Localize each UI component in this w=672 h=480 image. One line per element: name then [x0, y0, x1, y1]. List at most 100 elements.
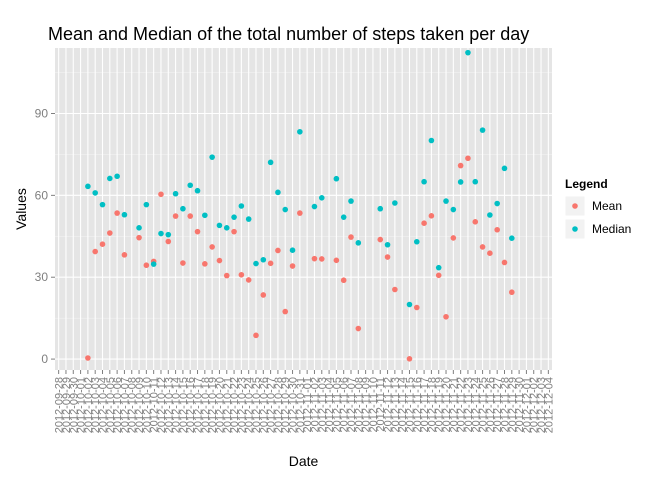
x-tick-label: 2012-10-08 [127, 377, 139, 433]
point-mean [121, 252, 128, 258]
x-tick-label: 2012-11-10 [368, 377, 380, 432]
point-median [297, 128, 303, 135]
point-mean [158, 191, 164, 198]
point-mean [99, 241, 106, 248]
point-median [216, 222, 223, 229]
x-tick-label: 2012-09-29 [61, 377, 73, 433]
x-tick-label: 2012-11-26 [485, 377, 497, 432]
x-tick-label: 2012-10-28 [273, 377, 285, 433]
point-mean [392, 286, 398, 293]
point-mean [465, 155, 471, 162]
point-mean [501, 259, 508, 266]
x-tick-label: 2012-10-04 [98, 377, 110, 433]
point-mean [311, 255, 318, 262]
point-mean [231, 228, 237, 235]
point-mean [479, 244, 486, 250]
y-axis: 0 30 60 90 [35, 106, 55, 366]
point-median [85, 183, 91, 190]
point-median [92, 190, 98, 196]
point-median [479, 127, 486, 133]
legend-title: Legend [565, 177, 608, 191]
x-tick-label: 2012-10-23 [236, 377, 248, 433]
x-tick-label: 2012-10-01 [76, 377, 88, 433]
point-median [318, 195, 325, 201]
point-median [406, 301, 413, 308]
point-mean [165, 238, 172, 245]
point-median [494, 200, 500, 207]
point-median [194, 187, 201, 194]
x-tick-label: 2012-12-03 [536, 377, 548, 433]
point-mean [472, 219, 479, 225]
point-median [245, 216, 252, 222]
point-mean [377, 236, 384, 243]
y-tick-label: 60 [35, 188, 49, 202]
point-mean [216, 257, 223, 264]
x-tick-label: 2012-11-17 [419, 377, 431, 432]
legend: Legend Mean Median [564, 177, 631, 240]
point-median [143, 201, 150, 208]
legend-marker-median [572, 226, 578, 232]
point-mean [428, 213, 435, 219]
point-median [450, 206, 457, 213]
x-tick-label: 2012-11-03 [317, 377, 329, 432]
point-mean [340, 277, 347, 284]
data-points [85, 49, 515, 362]
point-mean [275, 247, 281, 254]
x-tick-label: 2012-11-11 [375, 377, 387, 432]
x-tick-label: 2012-12-01 [521, 377, 533, 433]
x-tick-label: 2012-11-21 [448, 377, 460, 432]
point-mean [107, 230, 113, 236]
x-tick-label: 2012-11-29 [507, 377, 519, 432]
point-median [136, 225, 142, 231]
point-mean [194, 228, 201, 235]
point-median [202, 212, 208, 219]
point-median [180, 205, 186, 212]
x-tick-label: 2012-11-15 [404, 377, 416, 432]
point-mean [355, 325, 362, 332]
point-mean [289, 263, 296, 269]
point-mean [487, 250, 493, 257]
x-tick-label: 2012-10-15 [178, 377, 190, 433]
x-tick-label: 2012-10-13 [163, 377, 175, 433]
point-mean [267, 260, 274, 267]
point-median [223, 225, 230, 231]
y-axis-title: Values [13, 188, 29, 230]
x-tick-label: 2012-11-14 [397, 377, 409, 432]
x-tick-label: 2012-11-24 [470, 377, 482, 432]
x-tick-label: 2012-10-27 [266, 377, 278, 433]
y-tick-label: 30 [35, 270, 49, 284]
point-median [377, 205, 384, 212]
x-tick-label: 2012-11-27 [492, 377, 504, 432]
point-median [435, 264, 442, 271]
point-mean [318, 256, 325, 262]
x-tick-label: 2012-11-02 [309, 377, 321, 432]
point-mean [413, 304, 420, 311]
y-tick-label: 90 [35, 106, 49, 120]
point-median [457, 179, 464, 185]
point-mean [209, 244, 215, 250]
point-median [289, 247, 296, 254]
x-axis: 2012-09-282012-09-292012-09-302012-10-01… [54, 370, 555, 433]
point-median [421, 178, 427, 185]
x-axis-title: Date [289, 453, 319, 469]
x-tick-label: 2012-11-18 [426, 377, 438, 432]
point-mean [450, 235, 457, 241]
x-tick-label: 2012-11-25 [478, 377, 490, 432]
x-tick-label: 2012-10-19 [207, 377, 219, 433]
plot-panel [55, 48, 552, 370]
point-mean [114, 210, 120, 216]
x-tick-label: 2012-10-10 [141, 377, 153, 433]
y-tick-label: 0 [41, 352, 48, 366]
x-tick-label: 2012-10-31 [295, 377, 307, 433]
point-median [282, 206, 289, 213]
point-mean [245, 277, 252, 283]
x-tick-label: 2012-11-20 [441, 377, 453, 432]
x-tick-label: 2012-10-20 [214, 377, 226, 433]
x-tick-label: 2012-10-30 [288, 377, 300, 433]
x-tick-label: 2012-11-04 [324, 377, 336, 432]
point-median [209, 154, 215, 160]
point-mean [509, 289, 515, 296]
x-tick-label: 2012-10-18 [200, 377, 212, 433]
point-median [231, 214, 237, 220]
point-mean [282, 308, 289, 315]
